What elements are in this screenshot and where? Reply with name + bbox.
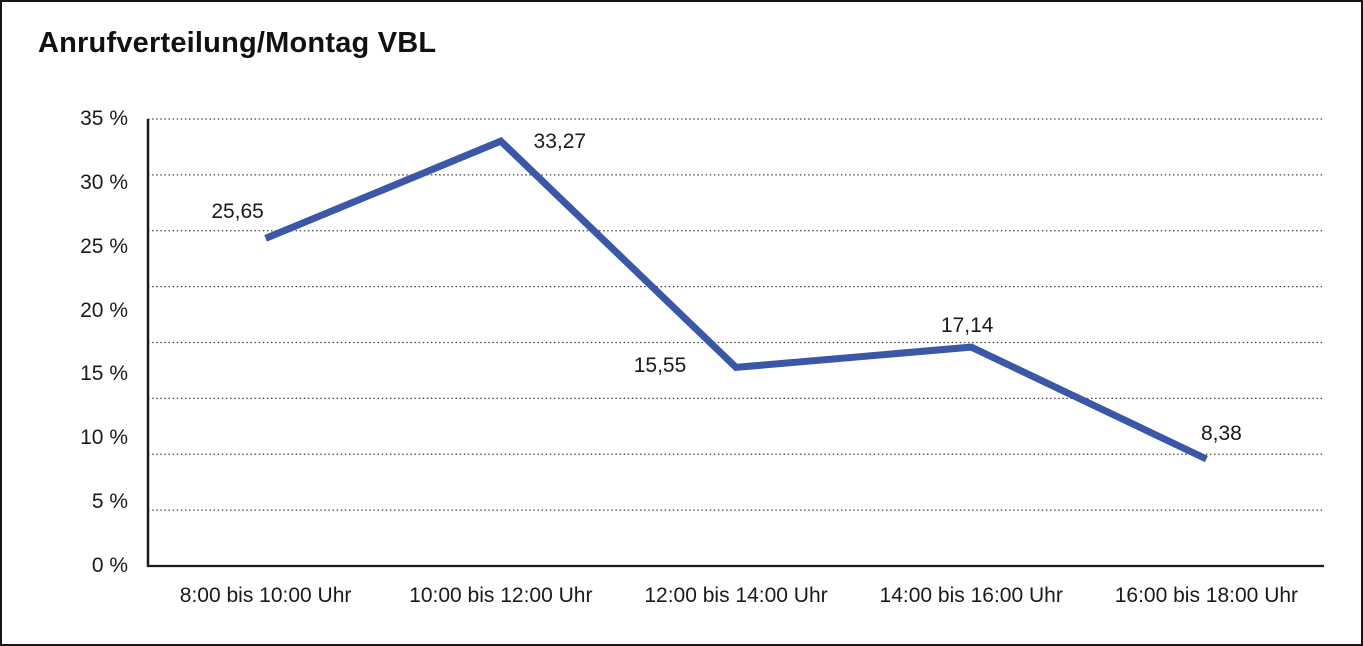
data-point-label: 25,65 bbox=[211, 200, 264, 224]
y-tick-label: 25 % bbox=[80, 234, 128, 258]
y-tick-label: 35 % bbox=[80, 107, 128, 130]
y-tick-label: 0 % bbox=[91, 554, 128, 577]
data-point-label: 17,14 bbox=[940, 314, 994, 338]
chart-title: Anrufverteilung/Montag VBL bbox=[38, 27, 437, 59]
y-tick-label: 5 % bbox=[91, 490, 128, 514]
x-tick-label: 12:00 bis 14:00 Uhr bbox=[644, 584, 828, 607]
data-point-label: 33,27 bbox=[533, 130, 587, 154]
x-tick-label: 10:00 bis 12:00 Uhr bbox=[409, 584, 593, 607]
y-tick-label: 15 % bbox=[80, 362, 128, 386]
x-tick-label: 14:00 bis 16:00 Uhr bbox=[879, 584, 1063, 607]
data-point-label: 8,38 bbox=[1200, 421, 1242, 445]
data-point-label: 15,55 bbox=[633, 354, 687, 378]
y-tick-label: 30 % bbox=[80, 170, 128, 194]
y-tick-label: 20 % bbox=[80, 298, 128, 322]
x-tick-label: 16:00 bis 18:00 Uhr bbox=[1114, 584, 1299, 607]
data-series-line bbox=[264, 136, 1208, 463]
y-tick-label: 10 % bbox=[80, 426, 128, 450]
x-tick-label: 8:00 bis 10:00 Uhr bbox=[179, 584, 352, 607]
